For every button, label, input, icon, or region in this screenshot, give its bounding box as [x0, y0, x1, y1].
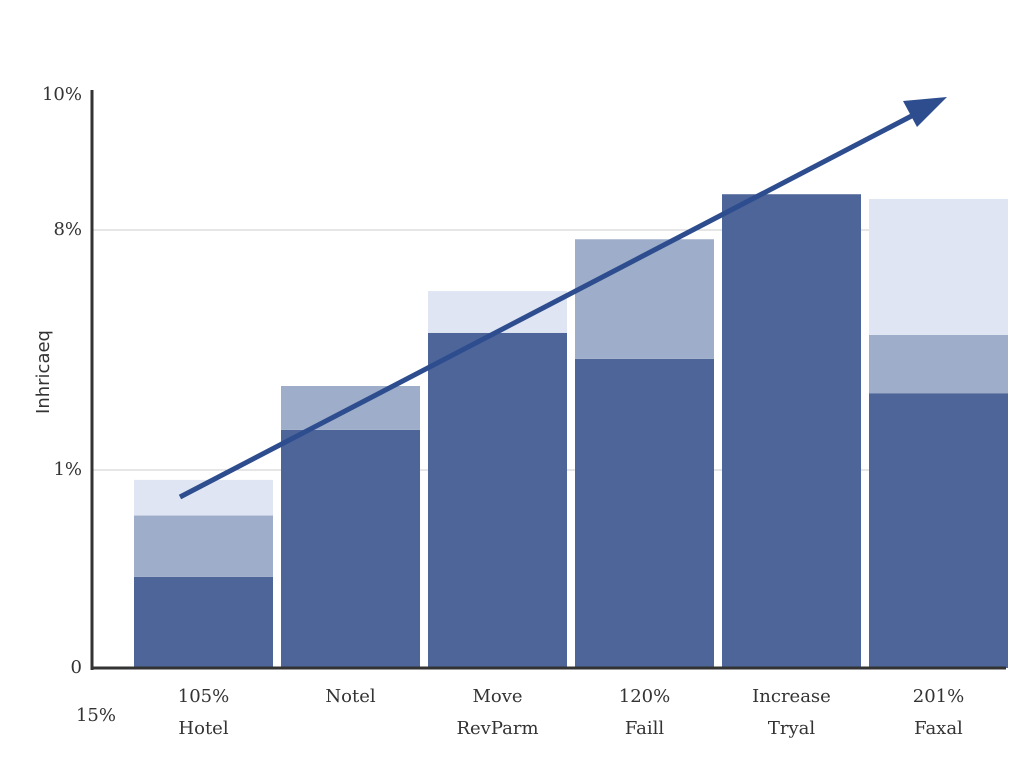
bar-segment: [134, 576, 273, 668]
bar-segment: [869, 334, 1008, 394]
x-tick-sublabel: Tryal: [768, 718, 816, 739]
bar-segment: [869, 393, 1008, 668]
bar-segment: [575, 239, 714, 359]
x-tick-label: 120%: [619, 686, 670, 707]
annotation: 15%: [76, 705, 116, 726]
bar-segment: [134, 515, 273, 577]
bar-segment: [722, 194, 861, 668]
y-tick-label: 0: [71, 657, 82, 678]
y-tick-label: 1%: [53, 459, 82, 480]
x-tick-label: 105%: [178, 686, 229, 707]
y-tick-label: 10%: [42, 84, 82, 105]
x-tick-sublabel: Faxal: [914, 718, 963, 739]
x-tick-sublabel: Hotel: [178, 718, 228, 739]
y-tick-label: 8%: [53, 219, 82, 240]
x-tick-sublabel: RevParm: [456, 718, 538, 739]
x-tick-label: Increase: [752, 686, 831, 707]
y-axis-title: Inhricaeq: [33, 330, 54, 414]
x-tick-label: Move: [472, 686, 522, 707]
trend-arrow-line: [178, 106, 927, 500]
bar-segment: [575, 358, 714, 668]
bar-segment: [281, 429, 420, 668]
bar-segment: [869, 198, 1008, 335]
x-tick-label: 201%: [913, 686, 964, 707]
bar-segment: [428, 332, 567, 668]
trend-arrow-head: [903, 97, 947, 127]
x-tick-label: Notel: [325, 686, 375, 707]
x-tick-sublabel: Faill: [625, 718, 665, 739]
bar-segment: [428, 291, 567, 333]
